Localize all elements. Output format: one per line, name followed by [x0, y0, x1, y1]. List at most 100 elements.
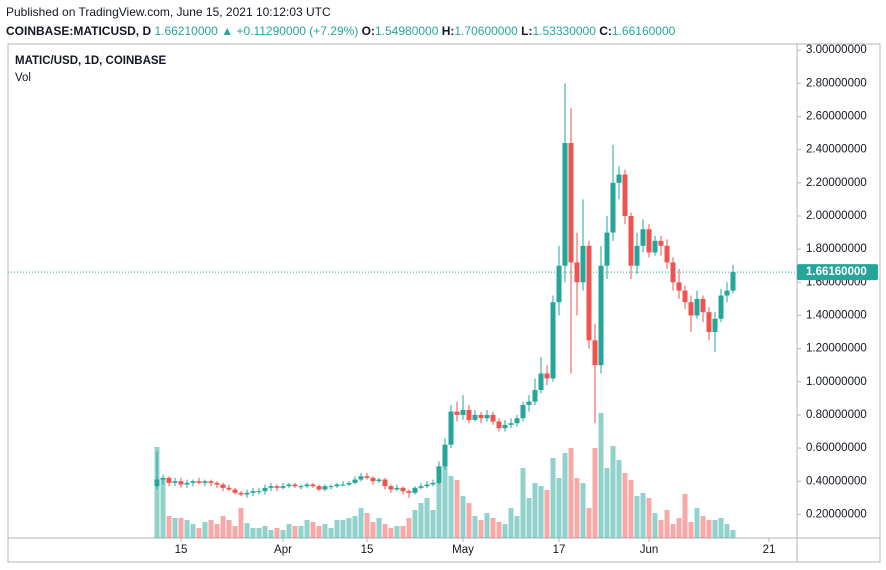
- volume-bar: [316, 526, 322, 538]
- candle-body: [280, 486, 286, 488]
- volume-bar: [472, 516, 478, 538]
- volume-bar: [286, 524, 292, 538]
- candle-body: [622, 174, 628, 216]
- symbol: COINBASE:MATICUSD, D: [6, 24, 152, 38]
- volume-bar: [160, 478, 166, 538]
- volume-bar: [688, 522, 694, 538]
- candle-body: [502, 424, 508, 429]
- volume-bar: [322, 524, 328, 538]
- candle-body: [340, 484, 346, 486]
- y-tick-label: 0.20000000: [806, 508, 867, 520]
- y-tick-label: 1.80000000: [806, 243, 867, 255]
- quote-line: COINBASE:MATICUSD, D 1.66210000 ▲ +0.112…: [6, 24, 675, 38]
- candle-body: [724, 290, 730, 296]
- volume-bar: [526, 498, 532, 538]
- volume-bar: [730, 530, 736, 538]
- candle-body: [370, 477, 376, 482]
- volume-bar: [190, 524, 196, 538]
- volume-bar: [232, 526, 238, 538]
- x-tick-label: 15: [175, 544, 188, 556]
- volume-bar: [616, 460, 622, 538]
- candle-body: [238, 492, 244, 495]
- candle-body: [382, 479, 388, 487]
- volume-bar: [466, 503, 472, 538]
- volume-bar: [364, 513, 370, 538]
- volume-bar: [604, 468, 610, 538]
- candle-body: [292, 484, 298, 487]
- volume-bar: [706, 520, 712, 538]
- volume-bar: [250, 528, 256, 538]
- candle-body: [694, 298, 700, 316]
- volume-bar: [484, 513, 490, 538]
- y-tick-label: 0.80000000: [806, 409, 867, 421]
- volume-bar: [406, 518, 412, 538]
- candle-body: [526, 401, 532, 405]
- volume-bar: [700, 516, 706, 538]
- candle-body: [568, 143, 574, 263]
- volume-bar: [280, 530, 286, 538]
- x-tick-label: Jun: [640, 544, 659, 556]
- candle-body: [478, 414, 484, 419]
- y-tick-label: 1.20000000: [806, 343, 867, 355]
- candle-body: [262, 487, 268, 492]
- candle-body: [268, 486, 274, 488]
- volume-bar: [352, 516, 358, 538]
- volume-bar: [202, 522, 208, 538]
- candle-body: [574, 262, 580, 283]
- candle-body: [580, 245, 586, 283]
- candle-body: [592, 340, 598, 366]
- volume-bar: [244, 523, 250, 538]
- volume-bar: [568, 448, 574, 538]
- candle-body: [190, 481, 196, 483]
- volume-bar: [412, 510, 418, 538]
- candle-body: [586, 245, 592, 341]
- volume-bar: [610, 446, 616, 538]
- volume-bar: [238, 508, 244, 538]
- volume-bar: [640, 493, 646, 538]
- volume-bar: [646, 498, 652, 538]
- candle-body: [430, 482, 436, 485]
- candle-body: [682, 290, 688, 303]
- candle-body: [532, 390, 538, 402]
- volume-bar: [256, 528, 262, 538]
- volume-bar: [340, 520, 346, 538]
- y-tick-label: 3.00000000: [806, 44, 867, 56]
- close: 1.66160000: [611, 24, 676, 38]
- candle-body: [208, 481, 214, 483]
- candle-body: [610, 182, 616, 233]
- candle-body: [220, 484, 226, 488]
- candle-body: [304, 484, 310, 487]
- published: Published on TradingView.com, June 15, 2…: [6, 5, 331, 19]
- candle-body: [358, 476, 364, 480]
- chart-legend: MATIC/USD, 1D, COINBASE: [15, 55, 167, 67]
- candle-body: [496, 421, 502, 429]
- y-tick-label: 2.80000000: [806, 77, 867, 89]
- chart-frame: [7, 43, 881, 563]
- candle-body: [544, 373, 550, 379]
- candle-body: [712, 318, 718, 333]
- volume-bar: [172, 518, 178, 538]
- volume-bar: [268, 530, 274, 538]
- candle-body: [274, 486, 280, 488]
- volume-bar: [658, 520, 664, 538]
- volume-bar: [634, 496, 640, 538]
- volume-bar: [586, 508, 592, 538]
- volume-bar: [196, 528, 202, 538]
- volume-bar: [292, 526, 298, 538]
- candle-body: [160, 477, 166, 480]
- candle-body: [172, 481, 178, 483]
- volume-bar: [694, 508, 700, 538]
- candle-body: [286, 484, 292, 487]
- volume-bar: [538, 486, 544, 538]
- candle-body: [604, 232, 610, 266]
- volume-bar: [436, 468, 442, 538]
- candle-body: [538, 373, 544, 391]
- candle-body: [394, 487, 400, 490]
- candle-body: [520, 404, 526, 419]
- volume-bar: [574, 478, 580, 538]
- volume-bar: [556, 478, 562, 538]
- candle-body: [460, 409, 466, 415]
- volume-bar: [298, 526, 304, 538]
